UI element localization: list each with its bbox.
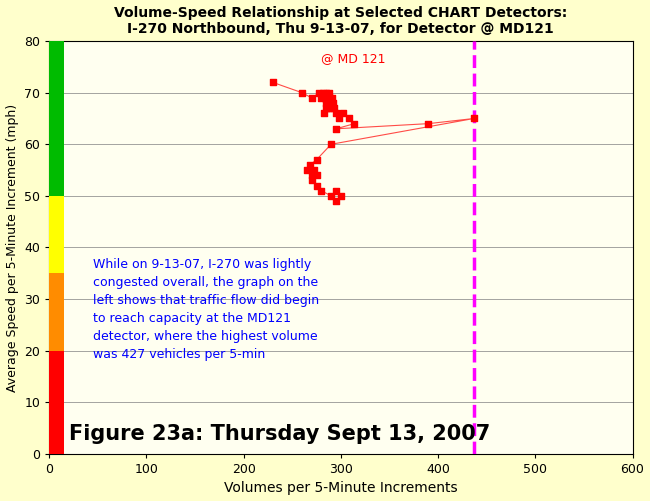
Point bbox=[323, 104, 333, 112]
Point bbox=[331, 125, 341, 133]
Bar bbox=[49, 351, 64, 454]
Text: While on 9-13-07, I-270 was lightly
congested overall, the graph on the
left sho: While on 9-13-07, I-270 was lightly cong… bbox=[93, 258, 319, 361]
Point bbox=[331, 197, 341, 205]
Point bbox=[306, 171, 317, 179]
Point bbox=[324, 89, 334, 97]
Point bbox=[318, 89, 328, 97]
Point bbox=[326, 140, 336, 148]
Bar bbox=[49, 41, 64, 196]
Y-axis label: Average Speed per 5-Minute Increment (mph): Average Speed per 5-Minute Increment (mp… bbox=[6, 103, 19, 392]
Point bbox=[469, 114, 479, 122]
Point bbox=[343, 114, 354, 122]
Text: Figure 23a: Thursday Sept 13, 2007: Figure 23a: Thursday Sept 13, 2007 bbox=[69, 423, 490, 443]
Point bbox=[326, 104, 336, 112]
Point bbox=[328, 99, 338, 107]
Point bbox=[329, 104, 339, 112]
Point bbox=[321, 89, 332, 97]
X-axis label: Volumes per 5-Minute Increments: Volumes per 5-Minute Increments bbox=[224, 481, 458, 495]
Point bbox=[326, 99, 336, 107]
Point bbox=[321, 104, 332, 112]
Point bbox=[337, 109, 348, 117]
Point bbox=[302, 166, 312, 174]
Point bbox=[316, 187, 326, 195]
Point bbox=[321, 99, 332, 107]
Point bbox=[304, 161, 315, 169]
Text: @ MD 121: @ MD 121 bbox=[321, 52, 386, 65]
Bar bbox=[49, 273, 64, 351]
Point bbox=[335, 192, 346, 200]
Point bbox=[320, 94, 330, 102]
Point bbox=[311, 181, 322, 189]
Point bbox=[322, 94, 332, 102]
Point bbox=[326, 192, 336, 200]
Point bbox=[325, 94, 335, 102]
Point bbox=[331, 187, 341, 195]
Point bbox=[327, 94, 337, 102]
Point bbox=[306, 176, 317, 184]
Title: Volume-Speed Relationship at Selected CHART Detectors:
I-270 Northbound, Thu 9-1: Volume-Speed Relationship at Selected CH… bbox=[114, 6, 567, 36]
Point bbox=[311, 171, 322, 179]
Point bbox=[297, 89, 307, 97]
Point bbox=[308, 166, 318, 174]
Point bbox=[333, 114, 344, 122]
Point bbox=[423, 120, 434, 128]
Point bbox=[331, 109, 341, 117]
Point bbox=[316, 94, 326, 102]
Point bbox=[306, 94, 317, 102]
Point bbox=[349, 120, 359, 128]
Bar bbox=[49, 196, 64, 273]
Point bbox=[268, 78, 278, 86]
Point bbox=[311, 156, 322, 164]
Point bbox=[323, 99, 333, 107]
Point bbox=[319, 109, 330, 117]
Point bbox=[314, 89, 324, 97]
